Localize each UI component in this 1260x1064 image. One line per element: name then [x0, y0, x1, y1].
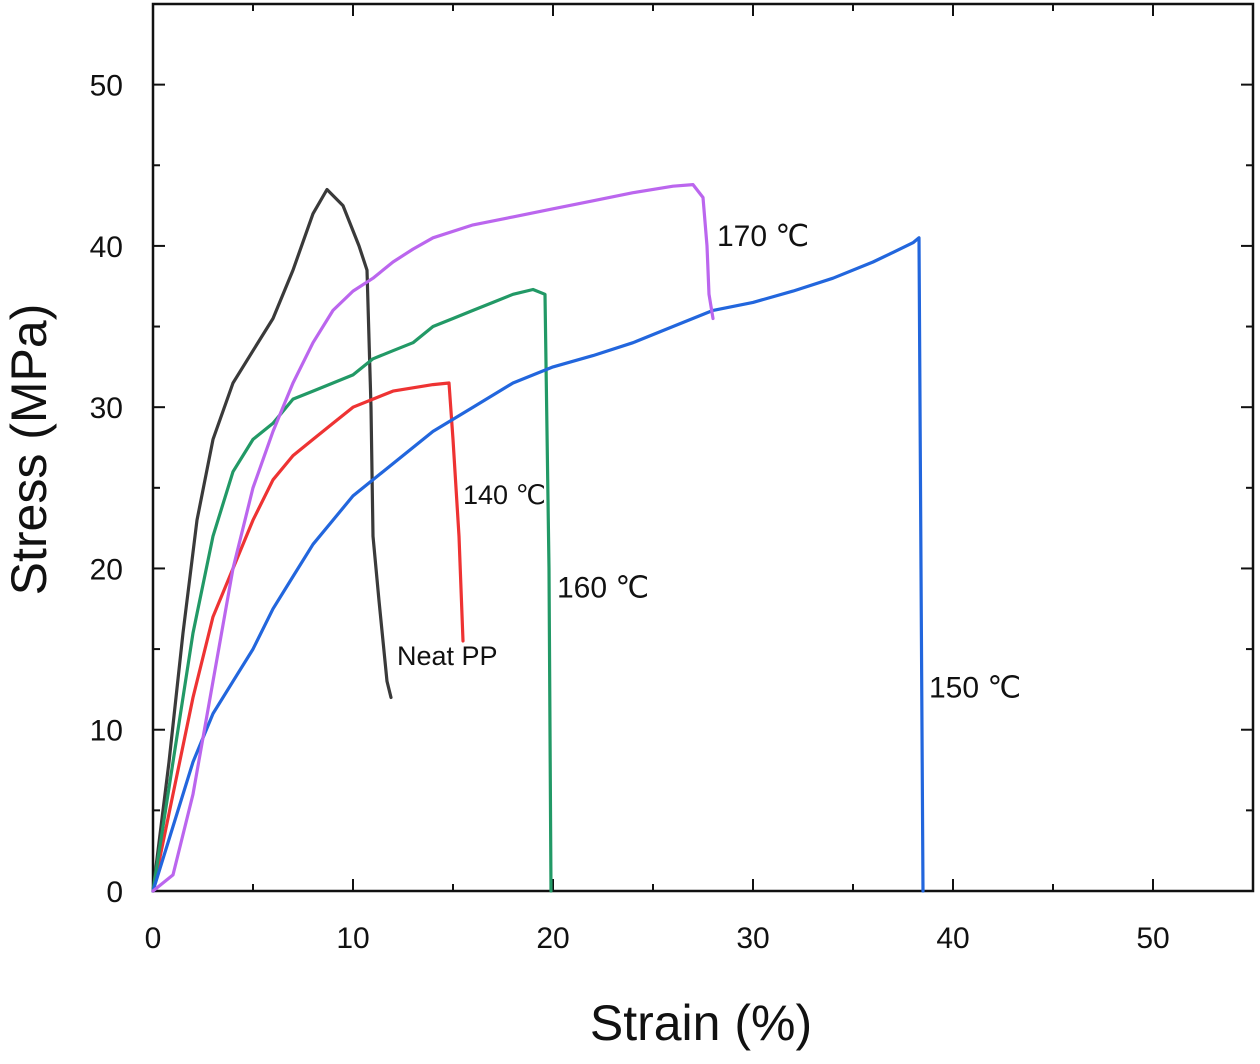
x-tick-label: 50 — [1136, 922, 1169, 955]
y-axis-title: Stress (MPa) — [1, 304, 57, 596]
x-tick-label: 40 — [936, 922, 969, 955]
series-label-3: 150 ℃ — [929, 671, 1021, 704]
plot-frame — [151, 2, 1255, 893]
series-line-3 — [151, 236, 925, 893]
series-label-4: 170 ℃ — [717, 220, 809, 253]
series-labels: Neat PP 140 ℃ 160 ℃ 150 ℃ 170 ℃ — [397, 220, 1021, 705]
series-line-2 — [151, 287, 553, 893]
series-lines — [151, 183, 925, 893]
series-label-0: Neat PP — [397, 641, 498, 671]
axes: 0 10 20 30 40 50 0 10 20 30 40 50 — [90, 2, 1255, 955]
y-tick-label: 10 — [90, 715, 123, 748]
y-tick-label: 40 — [90, 231, 123, 264]
x-axis-title: Strain (%) — [590, 995, 812, 1051]
x-tick-label: 0 — [145, 922, 162, 955]
series-label-1: 140 ℃ — [463, 480, 546, 510]
series-label-2: 160 ℃ — [557, 571, 649, 604]
series-line-0 — [151, 187, 393, 893]
y-tick-label: 20 — [90, 553, 123, 586]
series-line-4 — [151, 183, 715, 893]
x-tick-label: 30 — [736, 922, 769, 955]
series-line-1 — [151, 381, 465, 893]
y-tick-label: 30 — [90, 392, 123, 425]
y-tick-label: 50 — [90, 70, 123, 103]
x-tick-label: 10 — [336, 922, 369, 955]
x-tick-label: 20 — [536, 922, 569, 955]
y-tick-label: 0 — [106, 876, 123, 909]
